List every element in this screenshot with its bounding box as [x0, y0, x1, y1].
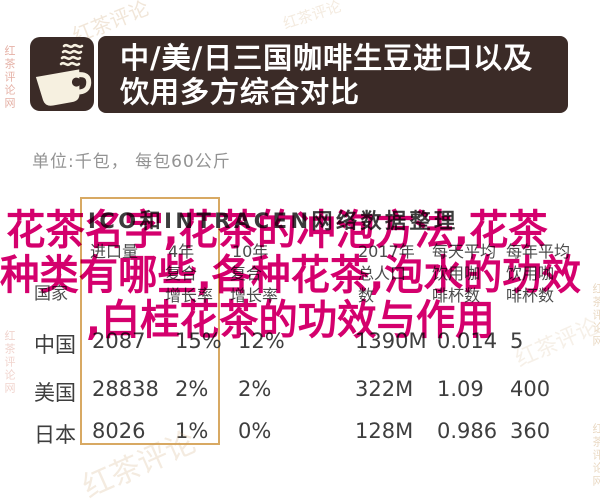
cell-cups-per-day: 1.09 [437, 377, 484, 401]
cell-country: 美国 [34, 381, 76, 405]
col-header-cagr4: 4年 [168, 242, 195, 261]
coffee-icon-tile [30, 37, 94, 111]
cell-cagr10: 12% [238, 329, 285, 353]
col-header-cups-per-year: 每年平均 [506, 242, 571, 261]
col-header-population: 总人口 [358, 264, 407, 283]
col-header-country: 国家 [34, 284, 68, 304]
cell-import-volume: 8026 [92, 419, 146, 443]
cell-cups-per-year: 400 [510, 377, 551, 401]
import-columns-highlight-box [80, 197, 220, 445]
data-source-note: ICO和INTRACEN网络数据整理 [88, 209, 459, 233]
watermark-stamp: 红茶评论 [280, 0, 344, 33]
cell-cagr10: 0% [238, 419, 272, 443]
cell-country: 中国 [34, 333, 76, 357]
cell-import-volume: 2087 [92, 329, 146, 353]
cell-cups-per-year: 360 [510, 419, 551, 443]
overlay-seo-text-line3: ,白桂花茶的功效与作用 [86, 296, 495, 344]
page-title-line1: 中/美/日三国咖啡生豆进口以及 [120, 41, 534, 75]
cell-cagr4: 1% [175, 419, 209, 443]
page-title-line2: 饮用多方综合对比 [120, 75, 361, 109]
cell-cups-per-day: 0.014 [437, 329, 498, 353]
cell-population: 322M [355, 377, 414, 401]
col-header-cups-per-day: 啡杯数 [432, 286, 481, 305]
cell-cagr10: 2% [238, 377, 272, 401]
col-header-cagr4: 复合 [165, 264, 198, 283]
cell-population: 1390M [355, 329, 427, 353]
col-header-cagr10: 复合 [230, 264, 263, 283]
cell-cups-per-year: 5 [510, 329, 524, 353]
table-row-china: 中国 2087 15% 12% 1390M 0.014 5 [0, 329, 600, 357]
overlay-seo-text-line2: 种类有哪些,各种花茶,泡水的功效 [0, 251, 581, 299]
unit-note: 单位:千包， 每包60公斤 [32, 152, 231, 172]
col-header-cups-per-year: 饮用咖 [506, 264, 555, 283]
cell-cagr4: 15% [175, 329, 222, 353]
col-header-cagr10: 10年 [232, 242, 269, 261]
cell-import-volume: 28838 [92, 377, 159, 401]
header-banner: 中/美/日三国咖啡生豆进口以及 饮用多方综合对比 [98, 36, 568, 113]
cell-population: 128M [355, 419, 414, 443]
col-header-cups-per-day: 饮用咖 [432, 264, 481, 283]
col-header-population: 数 [358, 286, 375, 305]
table-row-japan: 日本 8026 1% 0% 128M 0.986 360 [0, 419, 600, 447]
col-header-import-volume: 进口量 [90, 242, 139, 261]
cell-cups-per-day: 0.986 [437, 419, 498, 443]
col-header-cups-per-year: 啡杯数 [506, 286, 555, 305]
cell-country: 日本 [34, 423, 76, 447]
cell-cagr4: 2% [175, 377, 209, 401]
col-header-cagr4: 增长率 [165, 286, 214, 305]
col-header-cups-per-day: 每天平均 [432, 242, 497, 261]
watermark-edge-text: 红茶评论网 [3, 45, 16, 110]
col-header-population: 2017年 [358, 242, 415, 261]
col-header-cagr10: 增长率 [230, 286, 279, 305]
overlay-seo-text-line1: 花茶名字,花茶的冲泡方法,花茶 [6, 206, 548, 254]
table-row-usa: 美国 28838 2% 2% 322M 1.09 400 [0, 377, 600, 405]
coffee-cup-icon [30, 43, 94, 115]
